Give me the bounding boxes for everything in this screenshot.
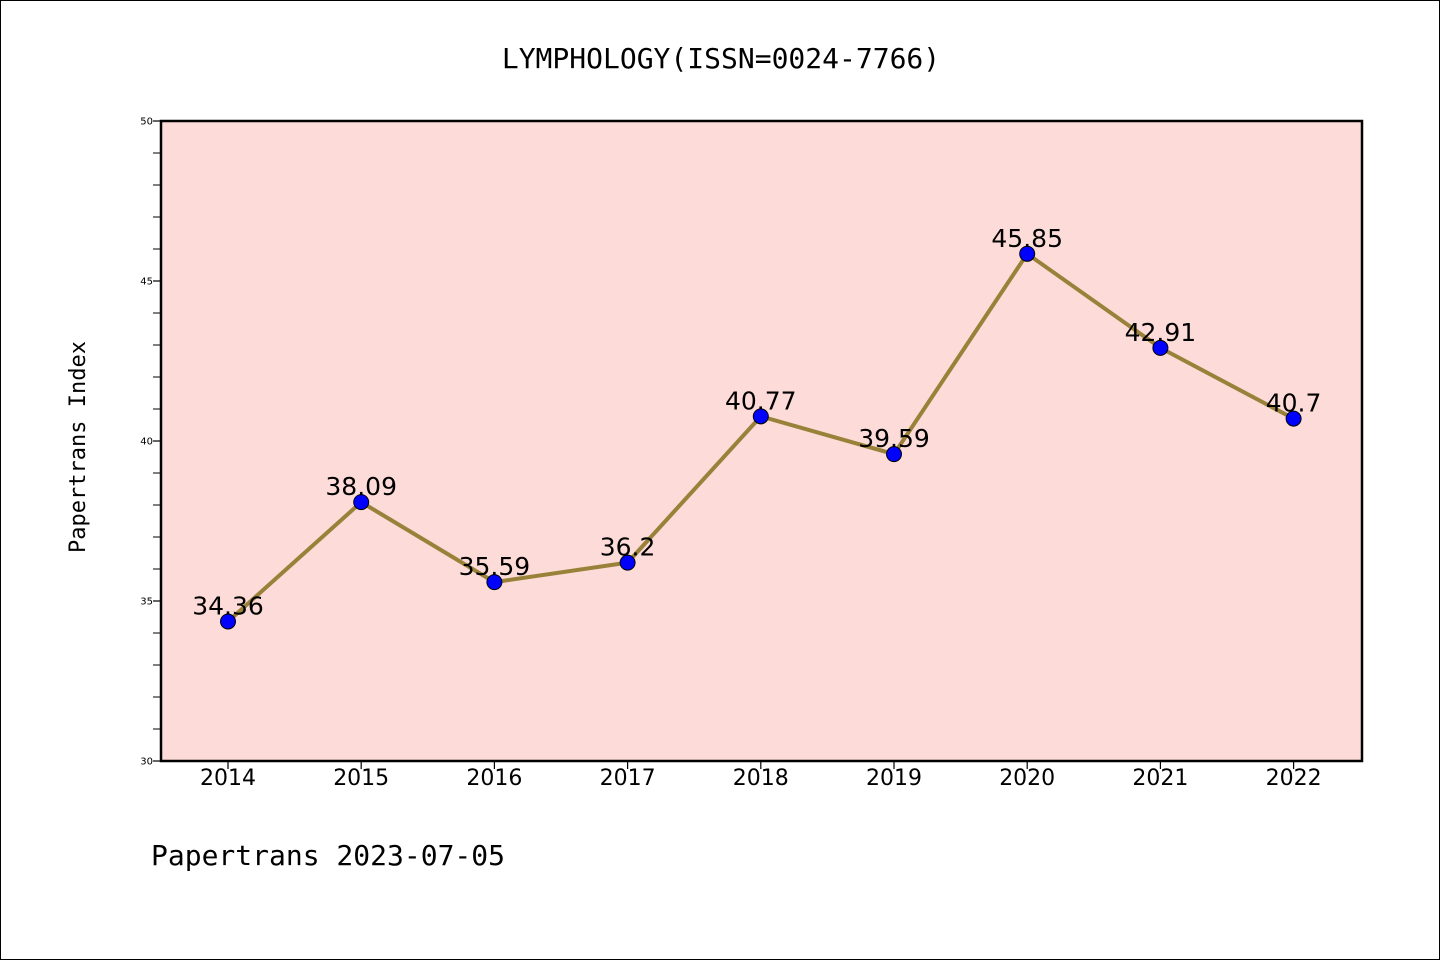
data-point (220, 613, 236, 630)
data-label: 34.36 (192, 591, 264, 620)
x-tick-label: 2017 (600, 766, 656, 791)
axis-ticks: 30 35 40 45 50 2014 2015 2016 2017 2018 2019 2020 20… (140, 117, 1321, 792)
data-point (886, 446, 902, 463)
data-label: 38.09 (325, 472, 397, 501)
y-axis-label: Papertrans Index (66, 341, 91, 553)
data-point (1019, 245, 1036, 262)
data-point (1152, 339, 1169, 356)
data-point (1285, 410, 1302, 427)
y-tick-label: 50 (140, 117, 153, 128)
data-point (619, 554, 636, 571)
x-tick-label: 2015 (333, 766, 389, 791)
x-tick-label: 2020 (999, 766, 1055, 791)
x-tick-label: 2021 (1132, 766, 1188, 791)
x-tick-label: 2018 (733, 766, 789, 791)
footer-date: Papertrans 2023-07-05 (151, 839, 505, 872)
data-point (752, 408, 769, 425)
x-tick-label: 2022 (1266, 766, 1322, 791)
chart-title: LYMPHOLOGY(ISSN=0024-7766) (502, 42, 940, 75)
y-tick-label: 35 (140, 597, 153, 608)
y-tick-label: 30 (140, 757, 153, 768)
x-tick-label: 2019 (866, 766, 922, 791)
y-tick-label: 40 (140, 437, 153, 448)
x-tick-label: 2016 (466, 766, 522, 791)
plot-area (159, 119, 1364, 763)
data-label: 45.85 (991, 224, 1063, 253)
data-point (486, 574, 503, 591)
y-tick-label: 45 (140, 277, 153, 288)
data-label: 40.77 (725, 386, 797, 415)
data-label: 42.91 (1125, 318, 1197, 347)
x-tick-label: 2014 (200, 766, 256, 791)
data-label: 36.2 (600, 533, 656, 562)
data-label: 39.59 (858, 424, 930, 453)
series-layer (220, 245, 1302, 630)
data-point (353, 494, 370, 511)
data-labels: 34.36 38.09 35.59 36.2 40.77 39.59 45.85 42.91 4… (192, 224, 1321, 621)
data-label: 35.59 (459, 552, 531, 581)
data-label: 40.7 (1266, 389, 1322, 418)
